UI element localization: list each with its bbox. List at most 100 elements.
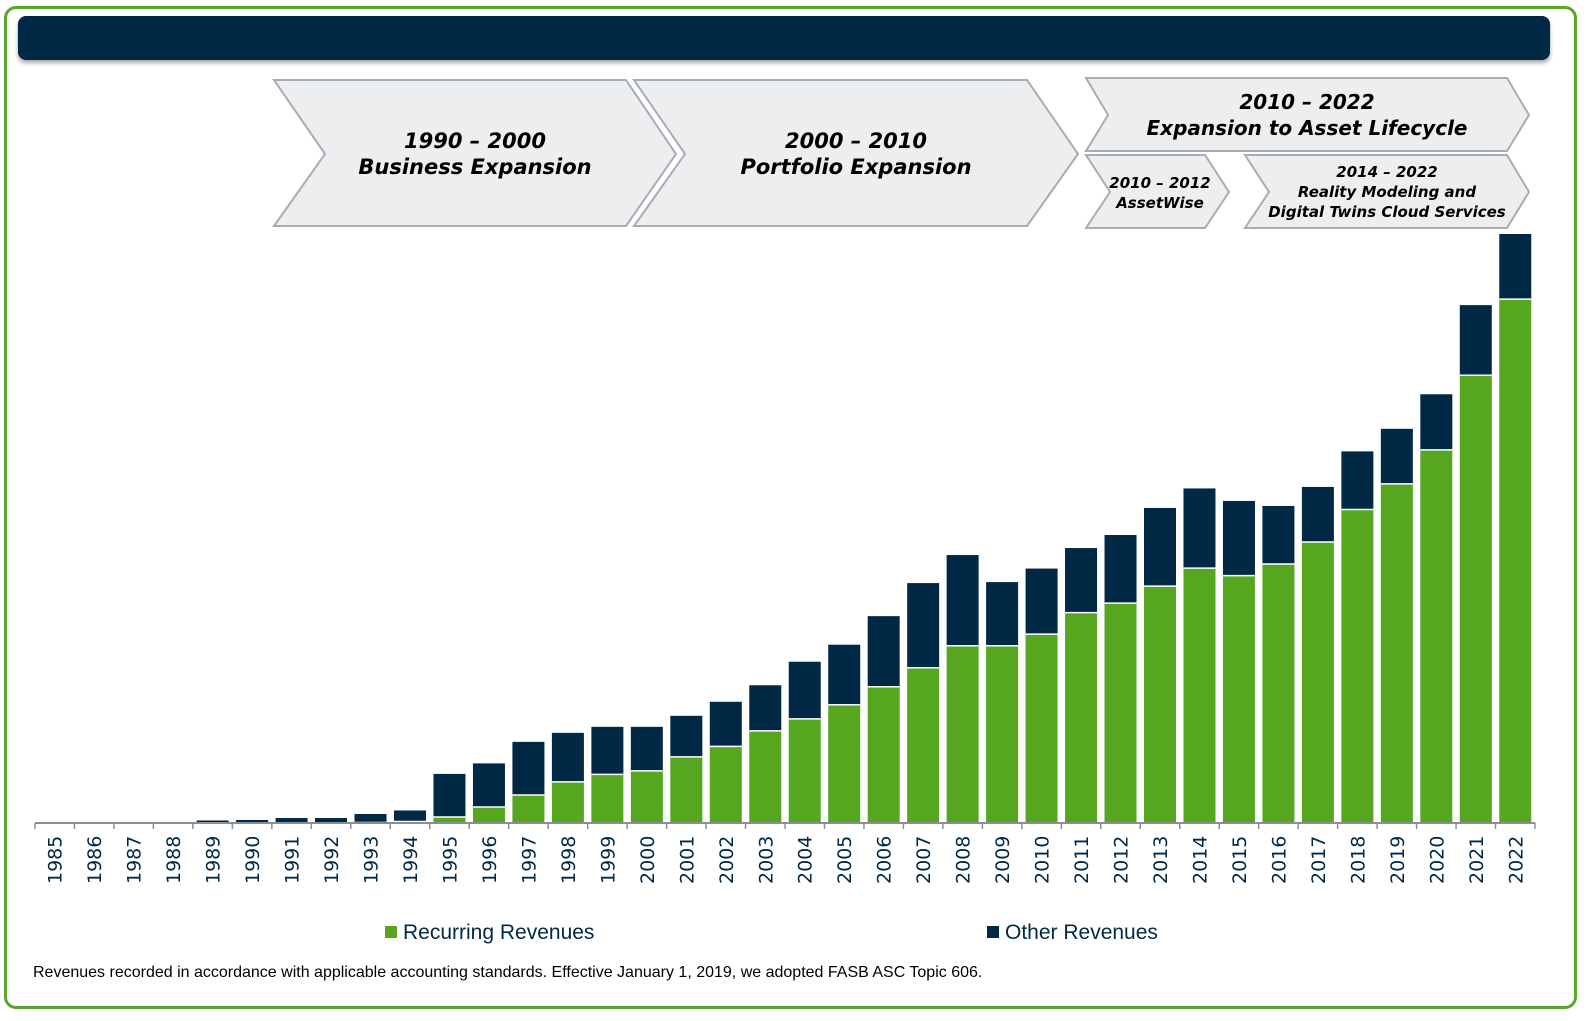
- x-tick-label-2017: 2017: [1308, 836, 1330, 884]
- bar-other-2000: [630, 726, 663, 771]
- x-tick-label-1986: 1986: [84, 836, 106, 884]
- bar-recurring-2021: [1459, 375, 1492, 823]
- legend-other-label: Other Revenues: [1005, 921, 1158, 944]
- bars-group: [196, 234, 1532, 824]
- bar-recurring-2008: [946, 645, 979, 823]
- footnote: Revenues recorded in accordance with app…: [33, 964, 982, 981]
- x-tick-label-1987: 1987: [124, 836, 146, 884]
- bar-recurring-1996: [472, 806, 505, 823]
- bar-other-2008: [946, 555, 979, 646]
- x-tick-label-2003: 2003: [755, 836, 777, 884]
- x-tick-label-1985: 1985: [45, 836, 67, 884]
- legend: Recurring Revenues Other Revenues: [385, 921, 1158, 944]
- bar-other-1997: [512, 741, 545, 795]
- phase-2010-2022-title: Expansion to Asset Lifecycle: [1147, 116, 1468, 140]
- bar-recurring-2005: [828, 704, 861, 823]
- phase-2010-2022-years: 2010 – 2022: [1239, 90, 1374, 114]
- bar-recurring-2006: [867, 686, 900, 823]
- bar-other-2014: [1183, 488, 1216, 569]
- x-tick-label-2012: 2012: [1111, 836, 1133, 884]
- x-tick-label-1996: 1996: [479, 836, 501, 884]
- bar-recurring-2000: [630, 770, 663, 823]
- bar-recurring-2009: [986, 645, 1019, 823]
- phase-2000-2010-years: 2000 – 2010: [785, 129, 927, 153]
- x-tick-label-1998: 1998: [558, 836, 580, 884]
- bar-other-2019: [1380, 428, 1413, 484]
- phase-reality-modeling: 2014 – 2022 Reality Modeling and Digital…: [1243, 154, 1531, 229]
- x-tick-label-1990: 1990: [242, 836, 264, 884]
- x-tick-label-2015: 2015: [1229, 836, 1251, 884]
- bar-other-2004: [788, 661, 821, 719]
- bar-recurring-2016: [1262, 564, 1295, 823]
- bar-other-2012: [1104, 535, 1137, 604]
- x-tick-label-1989: 1989: [203, 836, 225, 884]
- bar-other-1998: [551, 732, 584, 782]
- bar-recurring-2019: [1380, 483, 1413, 823]
- x-tick-label-2022: 2022: [1505, 836, 1527, 884]
- x-tick-label-1991: 1991: [282, 836, 304, 884]
- bar-recurring-2018: [1341, 509, 1374, 823]
- x-tick-label-1988: 1988: [163, 836, 185, 884]
- bar-other-2015: [1222, 500, 1255, 576]
- bar-recurring-1997: [512, 794, 545, 823]
- phase-1990-2000-title: Business Expansion: [358, 155, 591, 179]
- bar-other-2021: [1459, 305, 1492, 376]
- bar-other-1990: [236, 819, 269, 823]
- x-tick-label-2018: 2018: [1347, 836, 1369, 884]
- x-tick-label-2009: 2009: [992, 836, 1014, 884]
- bar-other-2022: [1499, 234, 1532, 300]
- x-tick-label-2006: 2006: [874, 836, 896, 884]
- x-tick-label-1992: 1992: [321, 836, 343, 884]
- x-tick-label-2002: 2002: [716, 836, 738, 884]
- bar-other-2020: [1420, 394, 1453, 450]
- bar-recurring-2014: [1183, 568, 1216, 823]
- x-tick-label-2020: 2020: [1426, 836, 1448, 884]
- bar-other-1994: [394, 810, 426, 822]
- bar-other-2005: [828, 644, 861, 705]
- phase-reality-modeling-title-2: Digital Twins Cloud Services: [1268, 203, 1506, 221]
- bar-other-1996: [472, 763, 505, 807]
- x-tick-label-2011: 2011: [1071, 836, 1093, 884]
- x-axis: 1985 1986 1987 1988 1989 1990 1991 1992 1993 1994…: [34, 822, 1536, 884]
- phase-assetwise: 2010 – 2012 AssetWise: [1084, 154, 1231, 229]
- x-tick-label-2013: 2013: [1150, 836, 1172, 884]
- bar-other-1993: [354, 813, 387, 823]
- bar-other-2006: [867, 616, 900, 687]
- phase-2000-2010: 2000 – 2010 Portfolio Expansion: [632, 79, 1080, 227]
- bar-recurring-2012: [1104, 603, 1137, 823]
- bar-other-1991: [275, 817, 308, 823]
- x-tick-label-2008: 2008: [953, 836, 975, 884]
- x-tick-label-1999: 1999: [597, 836, 619, 884]
- x-tick-label-2016: 2016: [1268, 836, 1290, 884]
- bar-other-1995: [433, 773, 466, 817]
- bar-recurring-1999: [591, 774, 624, 823]
- bar-recurring-2007: [907, 667, 940, 823]
- bar-recurring-2015: [1222, 575, 1255, 823]
- bar-recurring-2002: [709, 746, 742, 823]
- bar-other-2002: [709, 701, 742, 747]
- phase-assetwise-title: AssetWise: [1115, 194, 1204, 212]
- phase-reality-modeling-years: 2014 – 2022: [1336, 163, 1437, 181]
- x-tick-label-2004: 2004: [795, 836, 817, 884]
- bar-recurring-1995: [433, 816, 466, 823]
- x-tick-label-2001: 2001: [676, 836, 698, 884]
- bar-other-2007: [907, 583, 940, 668]
- legend-recurring-label: Recurring Revenues: [403, 921, 594, 944]
- bar-recurring-2011: [1065, 612, 1098, 823]
- bar-recurring-2022: [1499, 299, 1532, 824]
- phase-2010-2022: 2010 – 2022 Expansion to Asset Lifecycle: [1084, 77, 1531, 152]
- phase-reality-modeling-title-1: Reality Modeling and: [1298, 183, 1476, 201]
- x-tick-label-1997: 1997: [518, 836, 540, 884]
- x-tick-label-2007: 2007: [913, 836, 935, 884]
- bar-recurring-2013: [1144, 586, 1176, 823]
- bar-other-2003: [749, 685, 782, 731]
- x-tick-label-2021: 2021: [1466, 836, 1488, 884]
- bar-other-2018: [1341, 451, 1374, 510]
- x-tick-label-1993: 1993: [361, 836, 383, 884]
- x-tick-label-1994: 1994: [400, 836, 422, 884]
- bar-other-2016: [1262, 505, 1295, 565]
- bar-other-1999: [591, 726, 624, 775]
- x-tick-label-2000: 2000: [637, 836, 659, 884]
- phase-1990-2000: 1990 – 2000 Business Expansion: [272, 79, 678, 227]
